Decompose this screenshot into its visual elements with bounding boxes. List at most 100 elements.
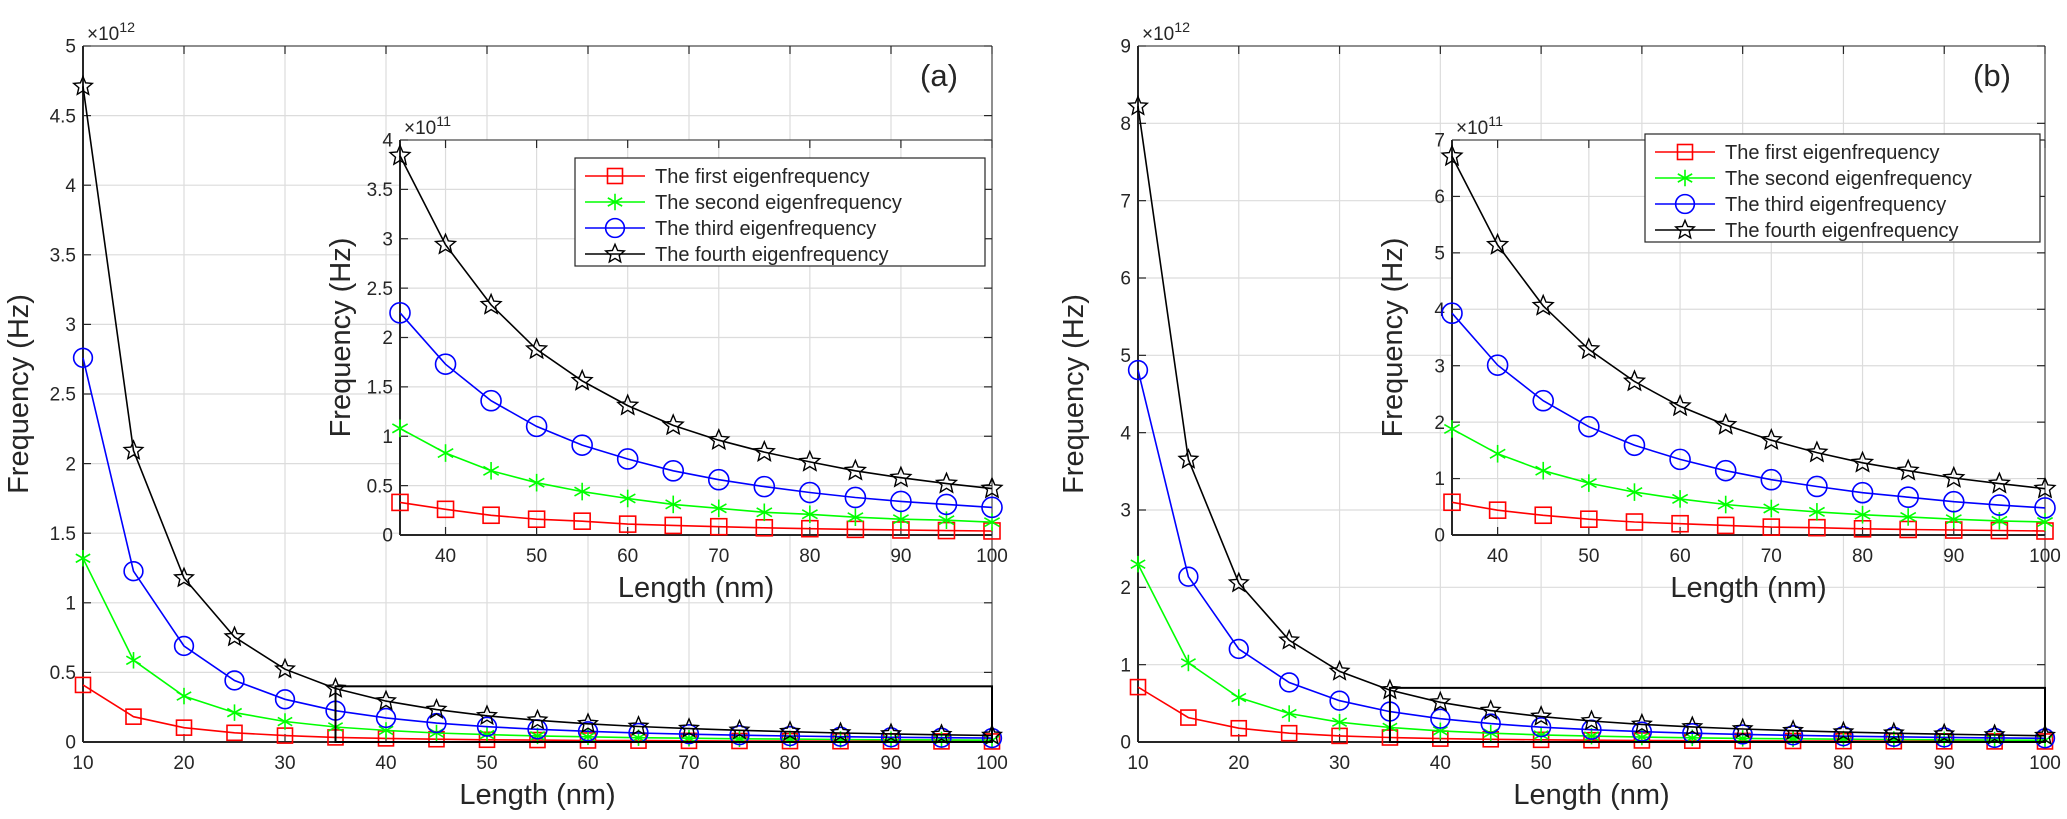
asterisk-stroke [756, 507, 773, 518]
data-point [2036, 513, 2054, 531]
legend: The first eigenfrequency The second eigen… [1644, 133, 2041, 243]
data-point [2034, 497, 2056, 519]
data-point [1668, 394, 1692, 417]
asterisk-stroke [938, 515, 955, 526]
panel-label: (b) [1973, 58, 2011, 93]
data-point [1228, 638, 1249, 660]
data-point [71, 74, 95, 96]
data-point [1580, 510, 1598, 529]
data-point [1531, 293, 1555, 316]
data-point [1782, 725, 1804, 746]
data-point [436, 500, 455, 519]
y-tick-label: 6 [1120, 269, 1131, 290]
data-point [707, 427, 731, 451]
asterisk-stroke [1717, 499, 1734, 510]
x-tick-label: 100 [976, 546, 1008, 567]
data-point [1933, 722, 1956, 744]
data-point [480, 389, 502, 412]
data-point [1625, 513, 1644, 531]
data-point [1533, 726, 1549, 744]
x-tick-label: 100 [2029, 753, 2061, 774]
data-point [479, 726, 495, 743]
y-tick-label: 1 [1120, 655, 1131, 676]
series-4 [388, 143, 1004, 499]
data-point [1850, 450, 1875, 473]
data-point [482, 506, 500, 525]
y-tick-label: 3.5 [367, 180, 393, 201]
data-point [843, 458, 868, 481]
y-tick-label: 5 [65, 37, 76, 58]
data-point [1833, 726, 1854, 747]
data-point [125, 652, 142, 669]
data-point [753, 475, 776, 498]
data-point [1440, 144, 1464, 167]
asterisk-stroke [1763, 503, 1780, 514]
data-point [1805, 440, 1829, 463]
data-point [173, 635, 195, 657]
asterisk-stroke [378, 725, 394, 736]
series-line [1451, 312, 2046, 509]
x-tick-label: 10 [1127, 753, 1148, 774]
legend-item: The third eigenfrequency [1655, 193, 1946, 216]
data-point [1430, 708, 1451, 729]
y-tick-label: 5 [1120, 346, 1131, 367]
data-point [226, 704, 243, 721]
y-tick-label: 1 [382, 427, 393, 448]
panel-b: 10 20 30 40 50 60 70 80 90 1000123456789×1012Leng… [1058, 20, 2061, 811]
asterisk-stroke [619, 493, 636, 504]
legend-item: The third eigenfrequency [585, 217, 876, 240]
data-point [798, 449, 822, 472]
x-tick-label: 20 [1228, 753, 1249, 774]
y-tick-label: 1 [65, 593, 76, 614]
data-point [1280, 724, 1298, 742]
x-tick-label: 60 [1670, 546, 1691, 567]
y-tick-label: 4.5 [50, 106, 76, 127]
data-point [1130, 555, 1146, 573]
y-tick-label: 2 [382, 328, 393, 349]
legend-label: The fourth eigenfrequency [1725, 220, 1959, 242]
data-point [930, 723, 953, 745]
x-tick-label: 30 [1329, 753, 1350, 774]
series-4 [1126, 94, 2057, 745]
zoom-box [334, 685, 993, 744]
asterisk-stroke [710, 503, 727, 514]
asterisk-stroke [1432, 726, 1448, 736]
asterisk-stroke [1672, 493, 1689, 504]
x-tick-label: 50 [476, 753, 497, 774]
data-point [1883, 726, 1905, 747]
series-line [1137, 106, 2046, 737]
data-point [1942, 490, 1965, 513]
data-point [1626, 483, 1643, 501]
data-point [1988, 494, 2011, 516]
data-point [475, 704, 499, 726]
legend-label: The first eigenfrequency [655, 166, 870, 188]
data-point [661, 413, 685, 436]
y-tick-label: 3 [382, 229, 393, 250]
data-point [829, 721, 852, 743]
data-point [934, 471, 959, 494]
y-tick-label: 8 [1120, 114, 1131, 135]
data-point [1278, 628, 1301, 650]
x-tick-label: 60 [617, 546, 638, 567]
exponent-power: 11 [1488, 114, 1503, 130]
y-tick-label: 1 [1434, 469, 1445, 490]
legend-marker [606, 167, 624, 185]
legend-marker [607, 193, 623, 211]
y-tick-label: 9 [1120, 37, 1131, 58]
asterisk-stroke [1580, 477, 1597, 489]
data-point [524, 337, 549, 360]
data-point [1759, 427, 1783, 451]
x-tick-label: 70 [678, 753, 699, 774]
asterisk-stroke [1331, 717, 1348, 728]
x-tick-label: 80 [1833, 753, 1854, 774]
asterisk-stroke [529, 731, 546, 741]
x-tick-label: 30 [274, 753, 295, 774]
legend-label: The second eigenfrequency [655, 192, 902, 214]
data-point [1808, 503, 1825, 521]
series-3 [389, 302, 1003, 519]
data-point [1486, 354, 1509, 376]
data-point [525, 415, 548, 438]
data-point [1763, 499, 1780, 518]
data-point [1578, 415, 1600, 438]
data-point [830, 726, 851, 747]
